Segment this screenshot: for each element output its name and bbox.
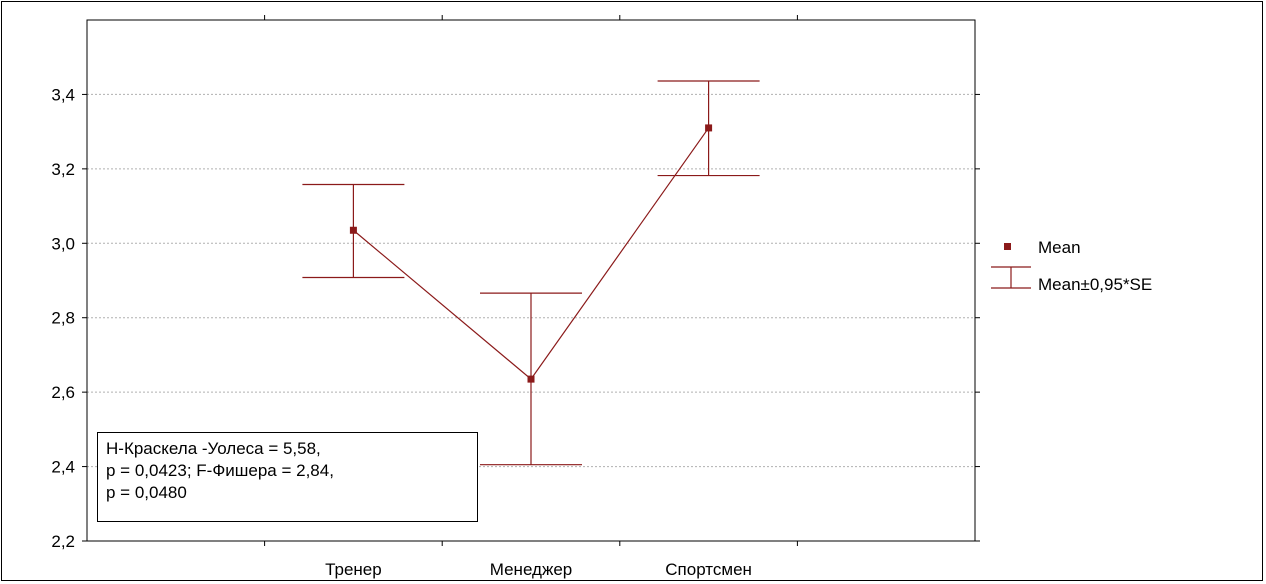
annotation-line-1: H-Краскела -Уолеса = 5,58,: [106, 439, 321, 458]
plot-area-border: [86, 19, 976, 542]
x-tick-label-1: Менеджер: [490, 560, 572, 579]
mean-points: [349, 124, 713, 383]
y-tick-label-2: 2,6: [51, 383, 75, 402]
x-tick-labels: Тренер Менеджер Спортсмен: [325, 560, 752, 579]
error-bars: [302, 80, 760, 466]
statistics-annotation: H-Краскела -Уолеса = 5,58, p = 0,0423; F…: [97, 432, 478, 522]
y-tick-label-5: 3,2: [51, 160, 75, 179]
legend-errorbar-marker: [991, 266, 1031, 289]
axes: [86, 19, 976, 542]
y-tick-labels: 2,2 2,4 2,6 2,8 3,0 3,2 3,4: [51, 85, 75, 551]
x-tick-label-2: Спортсмен: [665, 560, 752, 579]
mean-point-1: [527, 375, 535, 383]
tick-marks: [82, 15, 980, 546]
y-tick-label-3: 2,8: [51, 309, 75, 328]
y-tick-label-0: 2,2: [51, 532, 75, 551]
annotation-line-3: p = 0,0480: [106, 483, 187, 502]
legend-mean-label: Mean: [1038, 238, 1081, 257]
y-tick-label-4: 3,0: [51, 234, 75, 253]
x-tick-label-0: Тренер: [325, 560, 382, 579]
mean-point-0: [349, 226, 357, 234]
annotation-line-2: p = 0,0423; F-Фишера = 2,84,: [106, 461, 334, 480]
grid-lines: [87, 93, 975, 468]
y-tick-label-6: 3,4: [51, 85, 75, 104]
legend: Mean Mean±0,95*SE: [991, 238, 1152, 294]
mean-point-2: [705, 124, 713, 132]
legend-mean-marker: [1004, 243, 1011, 250]
y-tick-label-1: 2,4: [51, 458, 75, 477]
legend-errorbar-label: Mean±0,95*SE: [1038, 275, 1152, 294]
